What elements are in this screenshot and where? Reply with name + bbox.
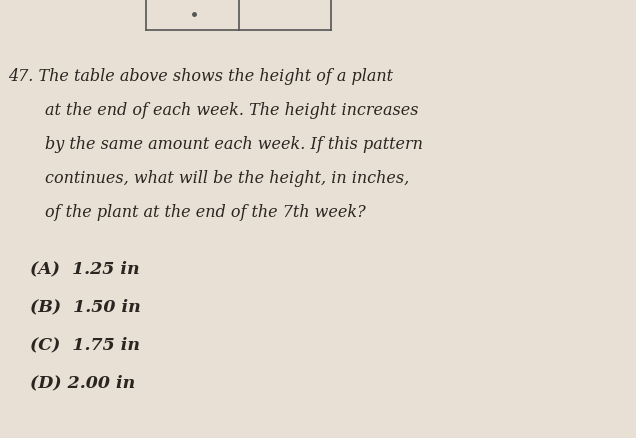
Text: 47. The table above shows the height of a plant: 47. The table above shows the height of … — [8, 68, 393, 85]
Text: at the end of each week. The height increases: at the end of each week. The height incr… — [45, 102, 418, 119]
Text: by the same amount each week. If this pattern: by the same amount each week. If this pa… — [45, 136, 423, 153]
Text: (C)  1.75 in: (C) 1.75 in — [30, 335, 140, 352]
Text: of the plant at the end of the 7th week?: of the plant at the end of the 7th week? — [45, 204, 366, 220]
Text: (D) 2.00 in: (D) 2.00 in — [30, 373, 135, 390]
Text: (A)  1.25 in: (A) 1.25 in — [30, 259, 140, 276]
Text: (B)  1.50 in: (B) 1.50 in — [30, 297, 141, 314]
Text: continues, what will be the height, in inches,: continues, what will be the height, in i… — [45, 170, 409, 187]
